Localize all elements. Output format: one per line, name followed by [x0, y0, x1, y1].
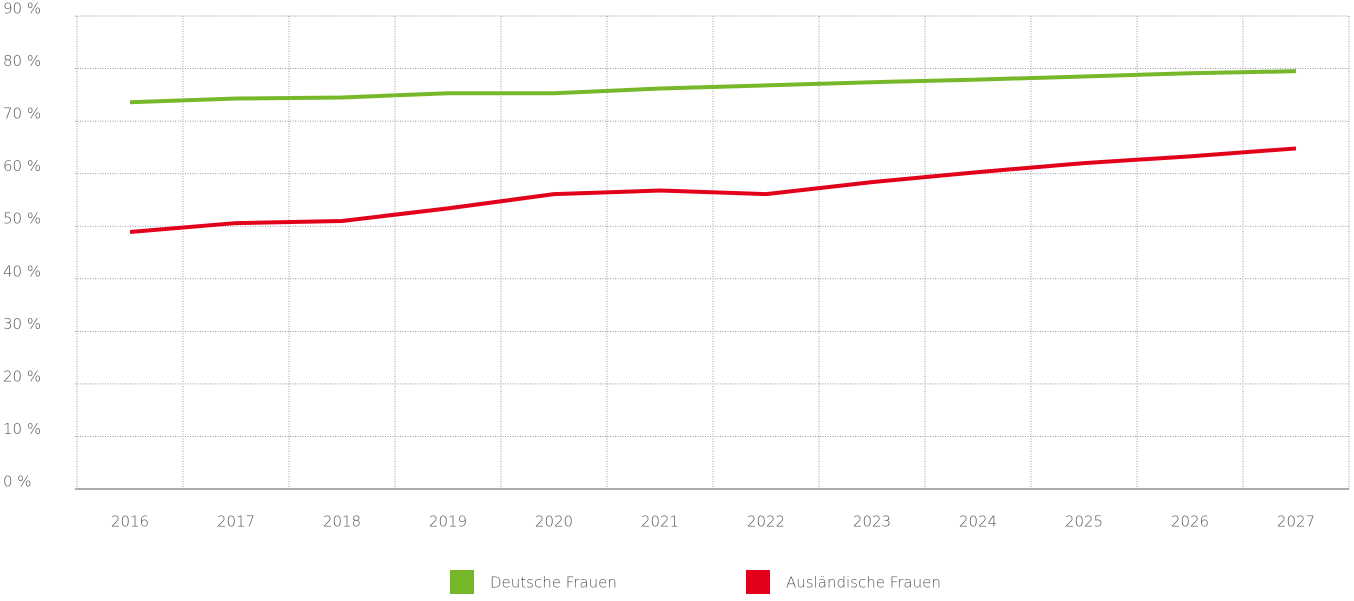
x-tick-label: 2017	[217, 513, 255, 531]
y-tick-label: 10 %	[3, 420, 41, 438]
x-tick-label: 2024	[959, 513, 997, 531]
y-tick-label: 40 %	[3, 262, 41, 280]
legend-swatch	[746, 570, 770, 594]
x-tick-label: 2016	[111, 513, 149, 531]
x-tick-label: 2021	[641, 513, 679, 531]
x-tick-label: 2020	[535, 513, 573, 531]
x-tick-label: 2022	[747, 513, 785, 531]
y-tick-label: 80 %	[3, 52, 41, 70]
y-tick-label: 20 %	[3, 367, 41, 385]
x-tick-label: 2023	[853, 513, 891, 531]
x-tick-label: 2026	[1171, 513, 1209, 531]
legend-label: Ausländische Frauen	[786, 574, 941, 592]
x-tick-label: 2025	[1065, 513, 1103, 531]
line	[129, 69, 1297, 105]
x-tick-label: 2027	[1277, 513, 1315, 531]
legend-swatch	[450, 570, 474, 594]
y-tick-label: 90 %	[3, 0, 41, 18]
x-tick-label: 2019	[429, 513, 467, 531]
y-tick-label: 60 %	[3, 157, 41, 175]
line	[129, 146, 1297, 234]
y-tick-label: 70 %	[3, 105, 41, 123]
x-tick-label: 2018	[323, 513, 361, 531]
legend-label: Deutsche Frauen	[490, 574, 617, 592]
y-tick-label: 0 %	[3, 473, 32, 491]
y-tick-label: 30 %	[3, 315, 41, 333]
y-tick-label: 50 %	[3, 210, 41, 228]
